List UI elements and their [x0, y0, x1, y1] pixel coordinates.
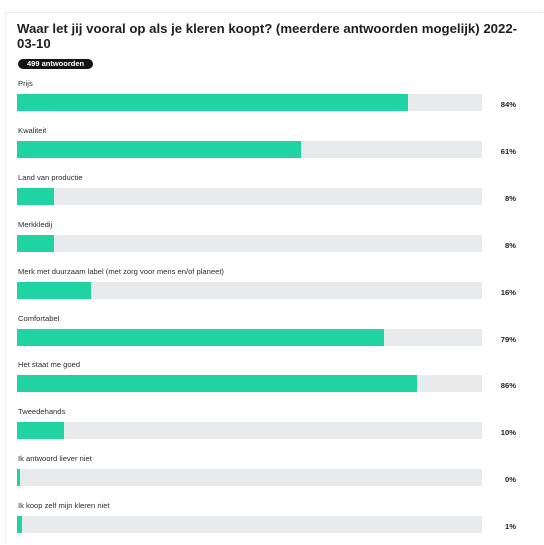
bar-track	[17, 329, 482, 346]
bar-track	[17, 375, 482, 392]
bar-track	[17, 235, 482, 252]
poll-title: Waar let jij vooral op als je kleren koo…	[17, 21, 518, 51]
bar-fill	[17, 94, 408, 111]
bar-track	[17, 422, 482, 439]
bar-fill	[17, 329, 385, 346]
percentage-label: 79%	[500, 335, 516, 344]
option-label: Comfortabel	[18, 314, 60, 323]
option-label: Ik antwoord liever niet	[18, 454, 92, 463]
percentage-label: 8%	[505, 241, 516, 250]
bar-fill	[17, 141, 301, 158]
percentage-label: 8%	[505, 194, 516, 203]
bar-fill	[17, 422, 64, 439]
bar-track	[17, 469, 482, 486]
bar-fill	[17, 235, 55, 252]
bar-fill	[17, 188, 55, 205]
option-label: Land van productie	[18, 173, 83, 182]
poll-card	[5, 12, 543, 544]
bar-track	[17, 141, 482, 158]
bar-track	[17, 516, 482, 533]
percentage-label: 61%	[500, 147, 516, 156]
bar-fill	[17, 469, 20, 486]
percentage-label: 86%	[500, 381, 516, 390]
bar-fill	[17, 516, 22, 533]
percentage-label: 1%	[505, 522, 516, 531]
bar-track	[17, 94, 482, 111]
percentage-label: 10%	[500, 428, 516, 437]
bar-fill	[17, 282, 92, 299]
option-label: Het staat me goed	[18, 360, 81, 369]
option-label: Prijs	[18, 79, 33, 88]
option-label: Tweedehands	[18, 407, 66, 416]
bar-track	[17, 188, 482, 205]
option-label: Merk met duurzaam label (met zorg voor m…	[18, 267, 224, 276]
percentage-label: 84%	[500, 100, 516, 109]
percentage-label: 0%	[505, 475, 516, 484]
percentage-label: 16%	[500, 288, 516, 297]
responses-badge: 499 antwoorden	[18, 59, 94, 69]
option-label: Kwaliteit	[18, 126, 47, 135]
option-label: Ik koop zelf mijn kleren niet	[18, 501, 110, 510]
bar-fill	[17, 375, 417, 392]
bar-track	[17, 282, 482, 299]
option-label: Merkkledij	[18, 220, 53, 229]
